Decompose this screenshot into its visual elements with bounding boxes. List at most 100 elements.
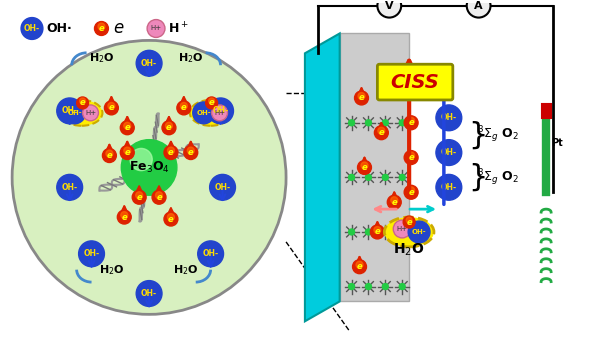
Circle shape bbox=[378, 127, 385, 134]
Circle shape bbox=[164, 212, 178, 226]
Circle shape bbox=[382, 284, 388, 290]
Circle shape bbox=[365, 229, 372, 235]
Text: e: e bbox=[209, 99, 214, 108]
Circle shape bbox=[193, 102, 215, 124]
Circle shape bbox=[399, 284, 405, 290]
Circle shape bbox=[117, 210, 131, 224]
Circle shape bbox=[436, 140, 462, 165]
Circle shape bbox=[64, 102, 86, 124]
Text: OH-: OH- bbox=[141, 289, 157, 298]
FancyBboxPatch shape bbox=[378, 64, 453, 100]
Text: e: e bbox=[391, 198, 397, 207]
Circle shape bbox=[208, 98, 234, 124]
Text: H$_2$O: H$_2$O bbox=[88, 51, 114, 65]
Circle shape bbox=[374, 226, 381, 234]
Circle shape bbox=[378, 0, 401, 18]
Circle shape bbox=[408, 152, 415, 159]
Circle shape bbox=[103, 149, 116, 162]
Circle shape bbox=[106, 150, 113, 157]
Text: H$_2$O: H$_2$O bbox=[394, 242, 425, 258]
Circle shape bbox=[156, 192, 162, 199]
Circle shape bbox=[358, 161, 372, 174]
Circle shape bbox=[164, 145, 178, 160]
Circle shape bbox=[365, 284, 372, 290]
Circle shape bbox=[21, 18, 43, 39]
Text: OH-: OH- bbox=[202, 249, 219, 258]
Circle shape bbox=[121, 212, 128, 218]
Circle shape bbox=[209, 174, 235, 200]
Circle shape bbox=[12, 40, 286, 314]
Circle shape bbox=[399, 229, 405, 235]
Circle shape bbox=[147, 19, 165, 38]
Text: e: e bbox=[107, 151, 112, 160]
Circle shape bbox=[404, 151, 418, 165]
Text: e: e bbox=[408, 118, 414, 127]
Text: e: e bbox=[80, 99, 86, 108]
Circle shape bbox=[403, 216, 415, 228]
Circle shape bbox=[187, 147, 194, 154]
Text: e: e bbox=[122, 213, 127, 222]
Circle shape bbox=[80, 98, 86, 104]
Text: V: V bbox=[385, 1, 394, 11]
Text: H$_2$O: H$_2$O bbox=[99, 263, 124, 277]
Circle shape bbox=[361, 162, 368, 169]
Text: OH-: OH- bbox=[67, 110, 82, 116]
Polygon shape bbox=[305, 34, 340, 321]
Text: e: e bbox=[357, 262, 362, 271]
Text: Pt: Pt bbox=[551, 138, 563, 148]
Circle shape bbox=[184, 145, 198, 160]
Text: H$_2$O: H$_2$O bbox=[178, 51, 204, 65]
Text: OH-: OH- bbox=[141, 59, 157, 68]
Circle shape bbox=[387, 195, 401, 209]
Circle shape bbox=[124, 122, 131, 129]
Circle shape bbox=[382, 120, 388, 126]
Circle shape bbox=[77, 97, 88, 109]
Circle shape bbox=[394, 220, 411, 238]
Text: H$^+$: H$^+$ bbox=[168, 21, 189, 36]
Text: $^3\Sigma_g$ O$_2$: $^3\Sigma_g$ O$_2$ bbox=[477, 125, 518, 145]
Circle shape bbox=[382, 229, 388, 235]
Circle shape bbox=[371, 225, 384, 239]
Circle shape bbox=[349, 229, 355, 235]
Text: OH-: OH- bbox=[61, 183, 78, 192]
Text: OH-: OH- bbox=[441, 113, 457, 122]
Circle shape bbox=[467, 0, 490, 18]
Circle shape bbox=[399, 174, 405, 180]
Circle shape bbox=[404, 116, 418, 130]
Circle shape bbox=[136, 50, 162, 76]
Text: e: e bbox=[407, 218, 412, 227]
Circle shape bbox=[98, 23, 105, 30]
Text: e: e bbox=[124, 123, 130, 132]
Text: e: e bbox=[168, 148, 173, 157]
Circle shape bbox=[165, 122, 172, 129]
Circle shape bbox=[404, 185, 418, 199]
Text: e: e bbox=[188, 148, 194, 157]
Circle shape bbox=[382, 174, 388, 180]
Text: A: A bbox=[474, 1, 483, 11]
Text: e: e bbox=[379, 128, 384, 137]
Circle shape bbox=[358, 92, 365, 100]
Text: }: } bbox=[468, 163, 488, 192]
Circle shape bbox=[83, 105, 99, 121]
Circle shape bbox=[57, 174, 83, 200]
Circle shape bbox=[120, 121, 134, 135]
Circle shape bbox=[162, 121, 176, 135]
Text: OH-: OH- bbox=[441, 148, 457, 157]
Circle shape bbox=[120, 145, 134, 160]
Circle shape bbox=[349, 284, 355, 290]
Text: OH-: OH- bbox=[196, 110, 211, 116]
Text: OH-: OH- bbox=[215, 183, 231, 192]
Text: OH-: OH- bbox=[441, 183, 457, 192]
Text: OH-: OH- bbox=[24, 24, 40, 33]
Text: H+: H+ bbox=[396, 226, 408, 232]
Ellipse shape bbox=[384, 217, 434, 247]
Text: OH·: OH· bbox=[47, 22, 73, 35]
Circle shape bbox=[206, 97, 218, 109]
Text: e: e bbox=[408, 153, 414, 162]
Text: H+: H+ bbox=[150, 26, 162, 31]
Circle shape bbox=[365, 174, 372, 180]
Text: Fe$_3$O$_4$: Fe$_3$O$_4$ bbox=[129, 160, 169, 175]
Circle shape bbox=[57, 98, 83, 124]
Circle shape bbox=[108, 103, 115, 109]
Circle shape bbox=[365, 120, 372, 126]
